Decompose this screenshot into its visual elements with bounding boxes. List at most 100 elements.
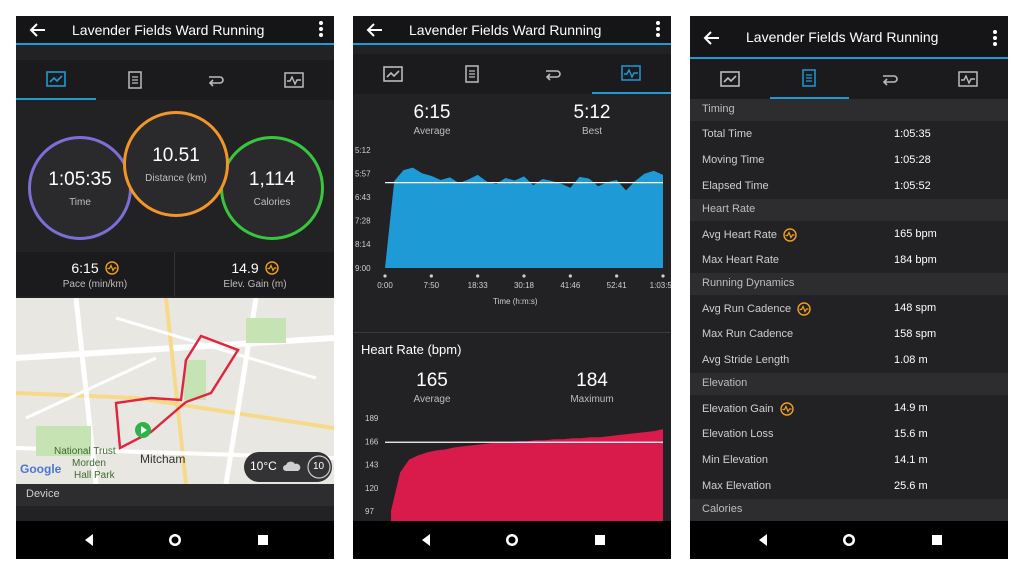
detail-row: Elevation Gain 14.9 m: [690, 395, 1008, 421]
pace-label: Pace (min/km): [62, 279, 128, 290]
pulse-icon[interactable]: [797, 302, 811, 316]
pace-chart[interactable]: 5:12 5:57 6:43 7:28 8:14 9:00 0:00 7:50 18:33 30:…: [353, 144, 671, 319]
detail-row: Max Elevation 25.6 m: [690, 473, 1008, 499]
android-nav-bar: [690, 521, 1008, 559]
hr-area-series: [391, 429, 663, 521]
time-ring: 1:05:35 Time: [28, 136, 132, 240]
detail-value: 184 bpm: [894, 254, 937, 266]
app-bar: Lavender Fields Ward Running: [353, 16, 671, 45]
pace-best-value: 5:12: [573, 102, 611, 123]
nav-home-icon[interactable]: [842, 533, 856, 547]
tab-details[interactable]: [769, 59, 849, 99]
phone-screen-details: Lavender Fields Ward Running Timing Total…: [690, 16, 1008, 559]
pace-x-tick-mark: [522, 274, 526, 278]
nav-home-icon[interactable]: [505, 533, 519, 547]
tab-laps[interactable]: [512, 54, 592, 94]
tab-overview[interactable]: [353, 54, 433, 94]
back-arrow-icon[interactable]: [28, 20, 48, 40]
section-header: Calories: [690, 499, 1008, 521]
detail-label: Total Time: [702, 128, 752, 140]
tab-laps[interactable]: [175, 60, 255, 100]
tab-charts[interactable]: [929, 59, 1009, 99]
hr-maximum-label: Maximum: [570, 394, 614, 405]
nav-recents-icon[interactable]: [930, 533, 944, 547]
pace-y-tick-label: 5:12: [355, 146, 371, 155]
pace-x-tick-mark: [429, 274, 433, 278]
tab-bar: [353, 54, 671, 94]
detail-label: Max Elevation: [702, 480, 771, 492]
tab-details[interactable]: [96, 60, 176, 100]
pulse-icon[interactable]: [783, 228, 797, 242]
tab-charts[interactable]: [255, 60, 335, 100]
section-header: Running Dynamics: [690, 273, 1008, 295]
detail-label-text: Elevation Gain: [702, 403, 774, 415]
tab-overview[interactable]: [690, 59, 770, 99]
detail-row: Avg Stride Length 1.08 m: [690, 347, 1008, 373]
distance-label: Distance (km): [145, 172, 207, 184]
tab-overview[interactable]: [16, 60, 96, 100]
pace-x-tick-mark: [568, 274, 572, 278]
detail-row: Min Elevation 14.1 m: [690, 447, 1008, 473]
nav-recents-icon[interactable]: [593, 533, 607, 547]
back-arrow-icon[interactable]: [365, 20, 385, 40]
detail-label-text: Avg Heart Rate: [702, 229, 778, 241]
pulse-icon[interactable]: [104, 261, 119, 275]
android-nav-bar: [16, 521, 334, 559]
nav-recents-icon[interactable]: [256, 533, 270, 547]
detail-label-text: Max Elevation: [702, 480, 772, 492]
charts-icon: [621, 65, 641, 81]
app-bar: Lavender Fields Ward Running: [690, 16, 1008, 59]
nav-back-icon[interactable]: [82, 533, 96, 547]
overview-chart-icon: [719, 71, 740, 87]
pace-x-tick-label: 7:50: [424, 281, 440, 290]
pace-x-tick-mark: [615, 274, 619, 278]
section-title: Running Dynamics: [702, 277, 795, 289]
map-badge[interactable]: 10: [313, 461, 325, 472]
pace-x-tick-mark: [383, 274, 387, 278]
tab-details[interactable]: [433, 54, 513, 94]
distance-value: 10.51: [152, 144, 200, 166]
more-options-icon[interactable]: [655, 20, 661, 38]
detail-label: Elapsed Time: [702, 180, 769, 192]
heart-rate-chart[interactable]: 189 166 143 120 97: [353, 408, 671, 521]
nav-back-icon[interactable]: [756, 533, 770, 547]
overview-chart-icon: [382, 66, 403, 82]
hr-chart-title: Heart Rate (bpm): [361, 342, 462, 357]
pace-best-label: Best: [581, 126, 602, 137]
time-value: 1:05:35: [48, 168, 112, 190]
detail-value: 158 spm: [894, 328, 937, 340]
hr-maximum: 184 Maximum: [513, 370, 671, 405]
calories-label: Calories: [253, 196, 291, 208]
more-options-icon[interactable]: [992, 29, 998, 47]
activity-title: Lavender Fields Ward Running: [409, 22, 602, 38]
map-label-hall-park: Hall Park: [74, 470, 115, 481]
route-map[interactable]: National Trust Morden Hall Park Mitcham …: [16, 298, 334, 484]
pulse-icon[interactable]: [779, 402, 794, 416]
laps-loop-icon: [208, 76, 224, 87]
detail-value: 1.08 m: [894, 354, 928, 366]
document-icon: [128, 71, 142, 89]
device-section-header: Device: [16, 484, 334, 506]
weather-temp: 10°C: [250, 459, 277, 473]
detail-row: Total Time 1:05:35: [690, 121, 1008, 147]
device-label: Device: [26, 488, 60, 500]
more-options-icon[interactable]: [318, 20, 324, 38]
nav-back-icon[interactable]: [419, 533, 433, 547]
pulse-icon[interactable]: [264, 261, 279, 275]
detail-row: Elapsed Time 1:05:52: [690, 173, 1008, 199]
section-title: Timing: [702, 103, 735, 115]
tab-charts[interactable]: [591, 54, 671, 94]
calories-ring: 1,114 Calories: [220, 136, 324, 240]
detail-row: Moving Time 1:05:28: [690, 147, 1008, 173]
tab-laps[interactable]: [849, 59, 929, 99]
tab-bar: [16, 60, 334, 100]
detail-label: Min Elevation: [702, 454, 768, 466]
back-arrow-icon[interactable]: [702, 28, 722, 48]
document-icon: [465, 65, 479, 83]
nav-home-icon[interactable]: [168, 533, 182, 547]
pace-y-tick-label: 8:14: [355, 240, 371, 249]
activity-title: Lavender Fields Ward Running: [746, 29, 939, 45]
charts-icon: [284, 72, 304, 88]
pace-y-tick-label: 6:43: [355, 193, 371, 202]
app-bar: Lavender Fields Ward Running: [16, 16, 334, 45]
